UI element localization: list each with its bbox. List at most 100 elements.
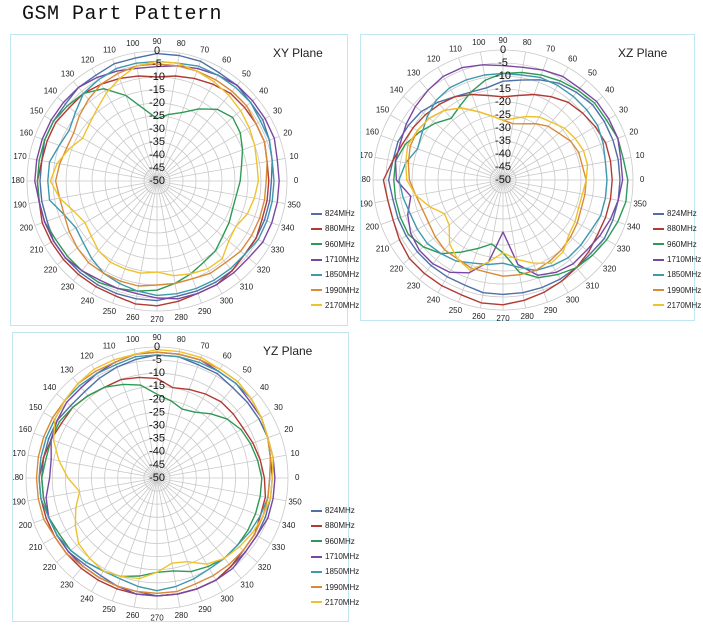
legend-swatch bbox=[311, 304, 322, 307]
angle-tick-label: 40 bbox=[259, 87, 268, 96]
grid-spoke bbox=[34, 136, 158, 182]
radial-tick-label: -50 bbox=[149, 175, 165, 187]
legend-item: 880MHz bbox=[653, 221, 701, 236]
grid-spoke bbox=[156, 81, 241, 182]
angle-tick-label: 80 bbox=[177, 39, 186, 48]
angle-tick-label: 20 bbox=[284, 425, 293, 434]
legend-label: 824MHz bbox=[325, 506, 355, 516]
legend-item: 1850MHz bbox=[311, 564, 359, 579]
angle-tick-label: 200 bbox=[20, 224, 34, 233]
angle-tick-label: 70 bbox=[546, 44, 555, 53]
legend-item: 1710MHz bbox=[311, 549, 359, 564]
series-line bbox=[394, 64, 624, 277]
angle-tick-label: 110 bbox=[103, 341, 116, 350]
grid-spoke bbox=[458, 57, 504, 181]
legend-item: 824MHz bbox=[311, 206, 359, 221]
angle-tick-label: 20 bbox=[629, 128, 638, 137]
angle-tick-label: 70 bbox=[200, 341, 209, 350]
grid-spoke bbox=[34, 180, 158, 226]
legend: 824MHz 880MHz 960MHz 1710MHz 1850MHz 1990MHz 2… bbox=[653, 206, 701, 313]
angle-tick-label: 330 bbox=[272, 543, 286, 552]
angle-tick-label: 120 bbox=[81, 56, 95, 65]
angle-tick-label: 180 bbox=[11, 176, 25, 185]
polar-grid bbox=[372, 49, 634, 311]
angle-tick-label: 280 bbox=[521, 312, 535, 321]
legend-label: 1990MHz bbox=[325, 582, 360, 592]
angle-tick-label: 270 bbox=[150, 315, 164, 324]
grid-spoke bbox=[156, 477, 271, 544]
legend-swatch bbox=[653, 258, 664, 261]
grid-spoke bbox=[28, 180, 158, 204]
angle-tick-label: 170 bbox=[13, 152, 27, 161]
angle-tick-label: 10 bbox=[290, 152, 299, 161]
angle-tick-label: 140 bbox=[44, 87, 58, 96]
angle-tick-label: 330 bbox=[617, 245, 631, 254]
grid-spoke bbox=[73, 81, 158, 182]
angle-tick-label: 70 bbox=[200, 45, 209, 54]
grid-spoke bbox=[27, 477, 158, 502]
legend: 824MHz 880MHz 960MHz 1710MHz 1850MHz 1990MHz 2… bbox=[311, 206, 359, 313]
legend-label: 1710MHz bbox=[325, 255, 360, 265]
grid-spoke bbox=[156, 477, 203, 602]
angle-tick-label: 250 bbox=[449, 306, 463, 315]
radial-tick-label: -10 bbox=[149, 71, 165, 83]
grid-spoke bbox=[419, 80, 504, 181]
series-line bbox=[405, 107, 589, 272]
series-line bbox=[52, 348, 274, 580]
angle-tick-label: 110 bbox=[449, 44, 462, 53]
angle-tick-label: 40 bbox=[260, 383, 269, 392]
legend-item: 824MHz bbox=[653, 206, 701, 221]
radial-tick-label: -50 bbox=[495, 174, 511, 186]
series-line bbox=[36, 88, 244, 292]
legend: 824MHz 880MHz 960MHz 1710MHz 1850MHz 1990MHz 2… bbox=[311, 503, 359, 610]
grid-spoke bbox=[419, 179, 504, 280]
grid-spoke bbox=[156, 432, 281, 479]
angle-tick-label: 100 bbox=[472, 38, 486, 47]
angle-tick-label: 60 bbox=[222, 56, 231, 65]
angle-tick-label: 120 bbox=[80, 352, 94, 361]
grid-spoke bbox=[56, 477, 158, 563]
grid-spoke bbox=[73, 180, 158, 281]
radial-tick-label: -10 bbox=[149, 367, 165, 379]
series-line bbox=[387, 79, 621, 296]
radial-tick-label: -25 bbox=[149, 110, 165, 122]
grid-spoke bbox=[374, 157, 504, 181]
grid-spoke bbox=[156, 180, 180, 310]
angle-tick-label: 170 bbox=[13, 449, 26, 458]
radial-tick-label: -50 bbox=[149, 472, 165, 484]
grid-spoke bbox=[33, 432, 158, 479]
grid-spoke bbox=[156, 180, 280, 226]
angle-tick-label: 250 bbox=[103, 307, 117, 316]
legend-item: 1850MHz bbox=[653, 267, 701, 282]
legend-item: 960MHz bbox=[653, 237, 701, 252]
angle-tick-label: 280 bbox=[175, 611, 189, 620]
grid-spoke bbox=[43, 412, 158, 479]
grid-spoke bbox=[156, 393, 258, 479]
angle-tick-label: 300 bbox=[566, 296, 580, 305]
angle-tick-label: 240 bbox=[427, 296, 441, 305]
radial-tick-label: -25 bbox=[149, 406, 165, 418]
angle-tick-label: 200 bbox=[366, 223, 380, 232]
radial-tick-label: 0 bbox=[500, 44, 506, 56]
angle-tick-label: 290 bbox=[544, 306, 558, 315]
grid-spoke bbox=[502, 179, 603, 264]
radial-tick-label: -35 bbox=[149, 433, 165, 445]
series-line bbox=[47, 60, 275, 297]
angle-tick-label: 160 bbox=[366, 128, 380, 137]
angle-tick-label: 200 bbox=[19, 521, 33, 530]
grid-spoke bbox=[502, 179, 632, 203]
radial-tick-label: -30 bbox=[495, 122, 511, 134]
angle-tick-label: 210 bbox=[30, 246, 44, 255]
legend-swatch bbox=[653, 243, 664, 246]
legend-label: 824MHz bbox=[667, 209, 697, 219]
angle-tick-label: 230 bbox=[61, 283, 75, 292]
legend-item: 880MHz bbox=[311, 221, 359, 236]
angle-tick-label: 0 bbox=[640, 175, 645, 184]
angle-tick-label: 210 bbox=[29, 543, 43, 552]
legend-item: 880MHz bbox=[311, 518, 359, 533]
grid-spoke bbox=[57, 97, 158, 182]
grid-spoke bbox=[33, 477, 158, 524]
grid-spoke bbox=[502, 57, 548, 181]
xy-plane-chart: XY Plane 0 10 20 30 40 50 60 70 80 90 100 110 120 130… bbox=[10, 34, 359, 326]
angle-tick-label: 60 bbox=[568, 55, 577, 64]
